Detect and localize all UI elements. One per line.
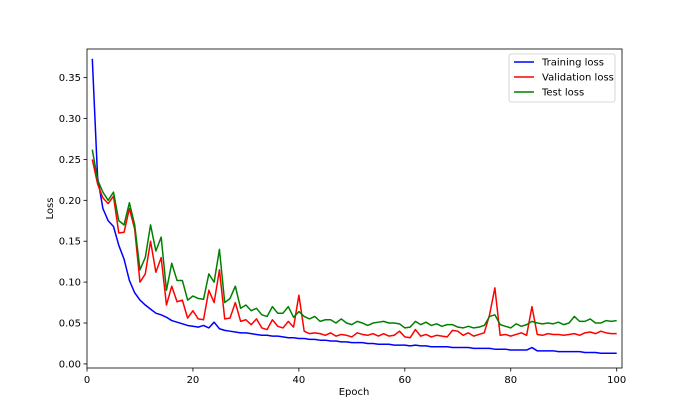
x-tick-label: 100 [607,375,626,386]
legend: Training loss Validation loss Test loss [508,53,616,103]
x-tick-label: 80 [504,375,517,386]
series-layer [91,58,617,355]
y-axis: 0.00 0.05 0.10 0.15 0.20 0.25 0.30 0.35 [59,73,87,370]
y-tick-label: 0.30 [59,114,81,125]
x-tick-label: 0 [84,375,90,386]
plot-frame [86,48,623,369]
x-axis-title: Epoch [339,387,370,398]
legend-label: Validation loss [542,73,614,84]
y-tick-label: 0.25 [59,155,81,166]
y-tick-label: 0.20 [59,196,81,207]
series-line-1 [91,58,617,355]
series-line-3 [91,149,617,329]
x-axis: 0 20 40 60 80 100 [84,368,626,386]
x-tick-label: 20 [187,375,200,386]
y-tick-label: 0.15 [59,237,81,248]
y-axis-title: Loss [45,198,56,220]
x-tick-label: 60 [398,375,411,386]
legend-label: Training loss [541,58,604,69]
y-tick-label: 0.35 [59,73,81,84]
y-tick-label: 0.05 [59,319,81,330]
series-line-2 [91,159,617,339]
x-tick-label: 40 [293,375,306,386]
y-tick-label: 0.10 [59,278,81,289]
legend-label: Test loss [541,88,584,99]
y-tick-label: 0.00 [59,359,81,370]
legend-box [508,53,616,103]
